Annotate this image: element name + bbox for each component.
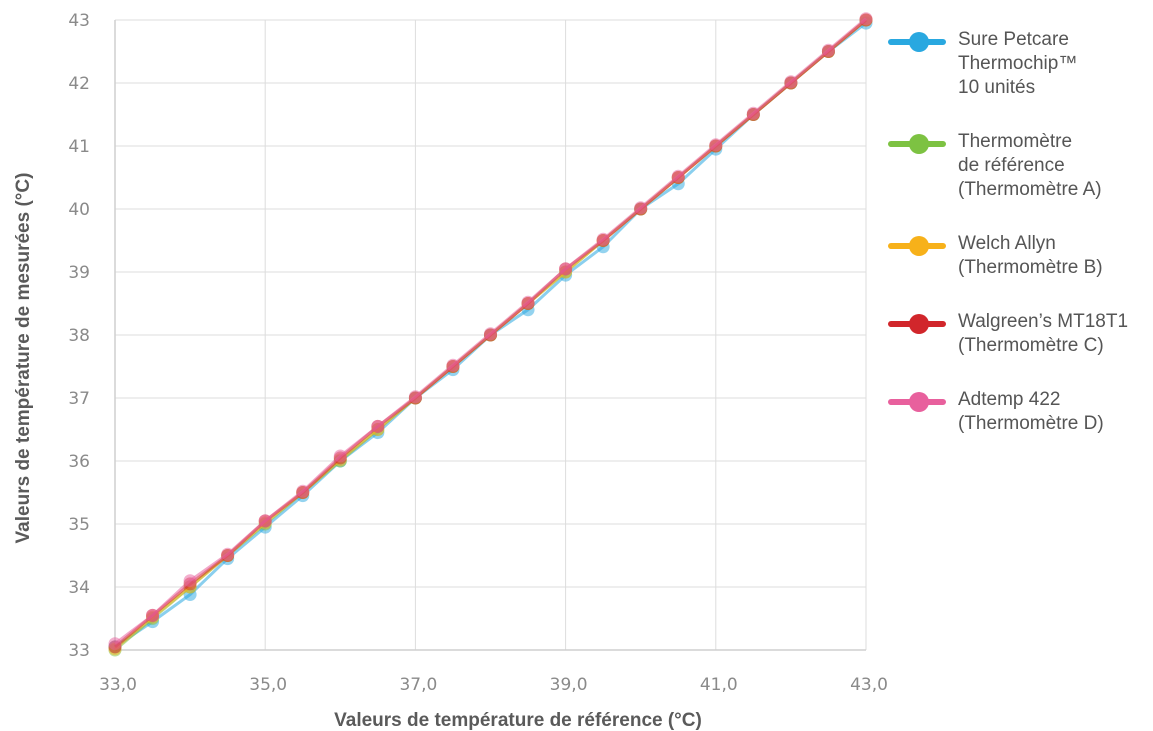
data-point <box>296 484 310 498</box>
y-tick-label: 41 <box>68 137 90 157</box>
x-tick-label: 33,0 <box>99 675 137 695</box>
legend-swatch-icon <box>888 134 946 154</box>
legend-label: Welch Allyn (Thermomètre B) <box>958 233 1103 278</box>
data-point <box>333 449 347 463</box>
y-axis-title: Valeurs de température de mesurées (°C) <box>13 173 34 544</box>
data-point <box>446 358 460 372</box>
legend-item: Sure Petcare Thermochip™ 10 unités <box>888 28 1148 100</box>
y-tick-label: 39 <box>68 263 90 283</box>
legend-label: Adtemp 422 (Thermomètre D) <box>958 389 1104 434</box>
data-point <box>183 574 197 588</box>
legend-item: Thermomètre de référence (Thermomètre A) <box>888 130 1148 202</box>
data-point <box>408 390 422 404</box>
x-tick-label: 41,0 <box>700 675 738 695</box>
x-tick-label: 37,0 <box>399 675 437 695</box>
legend-label: Walgreen’s MT18T1 (Thermomètre C) <box>958 311 1129 356</box>
data-point <box>671 169 685 183</box>
y-tick-label: 35 <box>68 515 90 535</box>
legend-label: Sure Petcare Thermochip™ 10 unités <box>958 29 1078 98</box>
data-point <box>521 295 535 309</box>
data-point <box>221 547 235 561</box>
legend-swatch-icon <box>888 314 946 334</box>
legend-label: Thermomètre de référence (Thermomètre A) <box>958 131 1102 200</box>
data-point <box>559 262 573 276</box>
y-tick-label: 43 <box>68 11 90 31</box>
data-point <box>108 637 122 651</box>
data-point <box>746 106 760 120</box>
data-point <box>371 419 385 433</box>
legend-swatch-icon <box>888 392 946 412</box>
x-tick-label: 39,0 <box>550 675 588 695</box>
x-axis-title: Valeurs de température de référence (°C) <box>334 710 702 731</box>
data-point <box>596 232 610 246</box>
y-tick-label: 37 <box>68 389 90 409</box>
chart-legend: Sure Petcare Thermochip™ 10 unités Therm… <box>888 28 1148 466</box>
data-point <box>146 608 160 622</box>
x-tick-label: 43,0 <box>850 675 888 695</box>
data-point <box>784 75 798 89</box>
legend-swatch-icon <box>888 32 946 52</box>
data-point <box>821 43 835 57</box>
chart-axes <box>114 20 866 651</box>
y-tick-label: 34 <box>68 578 90 598</box>
y-tick-label: 36 <box>68 452 90 472</box>
chart-tick-labels: 33 34 35 36 37 38 39 40 41 42 43 33,0 35,0 37,0 39,0 41… <box>68 11 888 695</box>
x-tick-label: 35,0 <box>249 675 287 695</box>
legend-item: Walgreen’s MT18T1 (Thermomètre C) <box>888 310 1148 358</box>
legend-item: Welch Allyn (Thermomètre B) <box>888 232 1148 280</box>
legend-item: Adtemp 422 (Thermomètre D) <box>888 388 1148 436</box>
data-point <box>709 138 723 152</box>
data-point <box>634 201 648 215</box>
y-tick-label: 42 <box>68 74 90 94</box>
data-point <box>484 327 497 341</box>
y-tick-label: 38 <box>68 326 90 346</box>
data-point <box>859 12 873 26</box>
data-point <box>258 514 272 528</box>
y-tick-label: 40 <box>68 200 90 220</box>
legend-swatch-icon <box>888 236 946 256</box>
y-tick-label: 33 <box>68 641 90 661</box>
chart-series-layer <box>108 12 873 657</box>
